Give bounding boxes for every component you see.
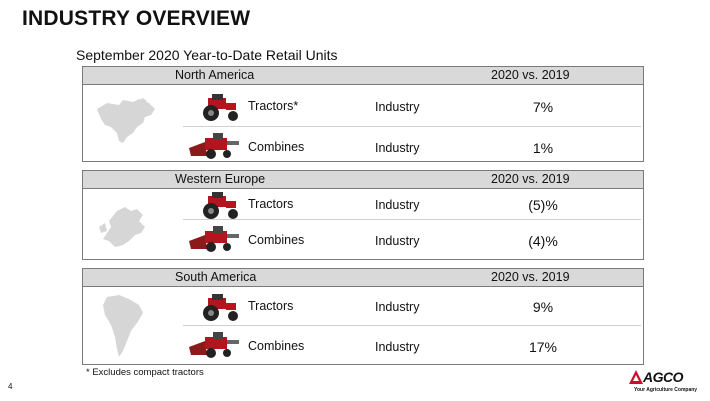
slide-subtitle: September 2020 Year-to-Date Retail Units (76, 47, 338, 63)
slide-title: INDUSTRY OVERVIEW (22, 7, 251, 30)
combine-icon (189, 226, 239, 252)
table-row: Combines Industry 17% (83, 327, 643, 367)
comparison-label: 2020 vs. 2019 (491, 270, 570, 284)
region-panel-north-america: North America 2020 vs. 2019 Tractors* In… (82, 66, 644, 162)
region-name: North America (175, 68, 255, 82)
segment-label: Industry (375, 300, 420, 314)
logo-tagline: Your Agriculture Company (634, 387, 698, 393)
change-value: (5)% (528, 197, 558, 213)
agco-logo: AGCO Your Agriculture Company (628, 366, 698, 396)
segment-label: Industry (375, 100, 420, 114)
change-value: (4)% (528, 233, 558, 249)
combine-icon (189, 133, 239, 159)
vehicle-label: Combines (248, 140, 305, 154)
logo-triangle-icon (629, 370, 643, 384)
south-america-map-icon (103, 295, 143, 357)
north-america-map-icon (97, 98, 155, 143)
vehicle-label: Tractors (248, 197, 294, 211)
change-value: 7% (532, 99, 554, 115)
panel-header: Western Europe 2020 vs. 2019 (83, 171, 643, 189)
row-divider (183, 126, 641, 127)
page-number: 4 (8, 382, 13, 391)
tractor-icon (203, 192, 238, 219)
comparison-label: 2020 vs. 2019 (491, 172, 570, 186)
segment-label: Industry (375, 198, 420, 212)
segment-label: Industry (375, 340, 420, 354)
table-row: Combines Industry 1% (83, 128, 643, 168)
tractor-icon (203, 94, 238, 121)
table-row: Combines Industry (4)% (83, 221, 643, 261)
change-value: 1% (532, 140, 554, 156)
change-value: 9% (532, 299, 554, 315)
row-divider (183, 219, 641, 220)
region-name: Western Europe (175, 172, 266, 186)
comparison-label: 2020 vs. 2019 (491, 68, 570, 82)
region-name: South America (175, 270, 257, 284)
segment-label: Industry (375, 234, 420, 248)
panel-header: North America 2020 vs. 2019 (83, 67, 643, 85)
footnote: * Excludes compact tractors (86, 367, 204, 378)
table-row: Tractors* Industry 7% (83, 87, 643, 127)
vehicle-label: Tractors* (248, 99, 299, 113)
table-row: Tractors Industry 9% (83, 287, 643, 327)
vehicle-label: Combines (248, 233, 305, 247)
combine-icon (189, 332, 239, 358)
panel-header: South America 2020 vs. 2019 (83, 269, 643, 287)
vehicle-label: Combines (248, 339, 305, 353)
row-divider (183, 325, 641, 326)
region-panel-western-europe: Western Europe 2020 vs. 2019 Tractors In… (82, 170, 644, 260)
segment-label: Industry (375, 141, 420, 155)
tractor-icon (203, 294, 238, 321)
table-row: Tractors Industry (5)% (83, 185, 643, 225)
region-panel-south-america: South America 2020 vs. 2019 Tractors Ind… (82, 268, 644, 365)
vehicle-label: Tractors (248, 299, 294, 313)
logo-brand: AGCO (643, 369, 684, 385)
western-europe-map-icon (99, 207, 145, 247)
change-value: 17% (528, 339, 558, 355)
